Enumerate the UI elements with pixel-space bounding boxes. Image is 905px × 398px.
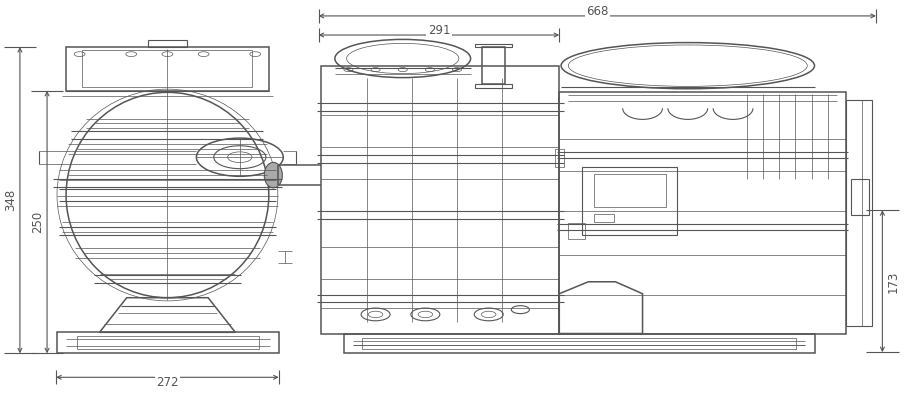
Bar xyxy=(482,47,505,84)
Bar xyxy=(568,223,585,239)
Ellipse shape xyxy=(264,162,282,188)
Bar xyxy=(77,336,259,349)
Bar xyxy=(559,92,846,334)
Text: 250: 250 xyxy=(32,211,44,233)
Bar xyxy=(344,334,814,353)
Text: 668: 668 xyxy=(586,5,608,18)
Bar xyxy=(57,332,279,353)
Bar xyxy=(321,66,559,334)
Bar xyxy=(594,174,666,207)
Text: 173: 173 xyxy=(887,270,900,293)
Bar xyxy=(82,50,252,87)
Bar xyxy=(362,338,796,349)
Bar xyxy=(594,214,614,222)
Text: 348: 348 xyxy=(5,189,17,211)
Bar xyxy=(475,44,512,47)
Bar xyxy=(582,167,677,235)
Text: 291: 291 xyxy=(428,24,450,37)
Text: 272: 272 xyxy=(157,376,178,388)
Bar xyxy=(66,47,269,91)
Bar xyxy=(851,179,869,215)
Bar xyxy=(555,149,564,167)
Bar xyxy=(475,84,512,88)
Bar xyxy=(846,100,872,326)
Bar xyxy=(148,40,187,47)
